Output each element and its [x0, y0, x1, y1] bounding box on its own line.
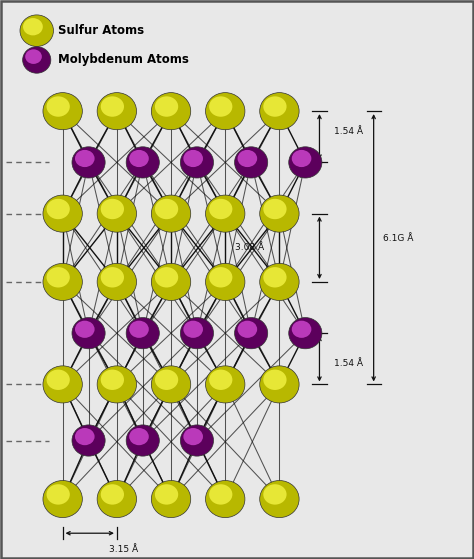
Ellipse shape — [235, 147, 268, 178]
Ellipse shape — [97, 195, 137, 232]
Ellipse shape — [75, 428, 95, 445]
Ellipse shape — [206, 481, 245, 518]
Ellipse shape — [260, 93, 299, 130]
Ellipse shape — [155, 369, 178, 390]
Ellipse shape — [100, 369, 124, 390]
Ellipse shape — [209, 484, 232, 505]
Text: 1.54 Å: 1.54 Å — [334, 359, 363, 368]
Ellipse shape — [260, 366, 299, 403]
Ellipse shape — [292, 150, 311, 167]
Ellipse shape — [181, 147, 213, 178]
Ellipse shape — [155, 199, 178, 219]
Text: 3.08 Å: 3.08 Å — [235, 243, 264, 252]
Ellipse shape — [181, 318, 213, 349]
Ellipse shape — [97, 263, 137, 301]
Ellipse shape — [126, 147, 159, 178]
Ellipse shape — [183, 150, 203, 167]
Ellipse shape — [151, 93, 191, 130]
Ellipse shape — [206, 195, 245, 232]
Ellipse shape — [100, 484, 124, 505]
Ellipse shape — [129, 428, 149, 445]
Ellipse shape — [206, 366, 245, 403]
Ellipse shape — [209, 267, 232, 287]
Ellipse shape — [126, 425, 159, 456]
Ellipse shape — [235, 318, 268, 349]
Ellipse shape — [46, 267, 70, 287]
Ellipse shape — [237, 321, 257, 338]
Text: 6.1G Å: 6.1G Å — [383, 234, 413, 243]
Ellipse shape — [183, 428, 203, 445]
Ellipse shape — [100, 267, 124, 287]
Ellipse shape — [289, 147, 322, 178]
Ellipse shape — [263, 369, 287, 390]
Ellipse shape — [292, 321, 311, 338]
Ellipse shape — [183, 321, 203, 338]
Ellipse shape — [25, 49, 42, 64]
Ellipse shape — [43, 195, 82, 232]
Ellipse shape — [181, 425, 213, 456]
Ellipse shape — [126, 318, 159, 349]
Ellipse shape — [209, 199, 232, 219]
Ellipse shape — [263, 267, 287, 287]
Ellipse shape — [260, 263, 299, 301]
Ellipse shape — [151, 481, 191, 518]
Ellipse shape — [46, 369, 70, 390]
Text: 3.15 Å: 3.15 Å — [109, 546, 138, 555]
Ellipse shape — [209, 96, 232, 117]
Ellipse shape — [97, 366, 137, 403]
Ellipse shape — [75, 150, 95, 167]
Ellipse shape — [155, 484, 178, 505]
Ellipse shape — [100, 96, 124, 117]
Ellipse shape — [46, 484, 70, 505]
Ellipse shape — [151, 195, 191, 232]
Ellipse shape — [260, 195, 299, 232]
Ellipse shape — [20, 15, 54, 46]
Ellipse shape — [46, 199, 70, 219]
Ellipse shape — [263, 484, 287, 505]
Ellipse shape — [151, 366, 191, 403]
Ellipse shape — [129, 321, 149, 338]
Ellipse shape — [23, 46, 51, 73]
Ellipse shape — [72, 318, 105, 349]
Ellipse shape — [206, 263, 245, 301]
Ellipse shape — [43, 93, 82, 130]
Ellipse shape — [237, 150, 257, 167]
Ellipse shape — [263, 96, 287, 117]
Ellipse shape — [97, 93, 137, 130]
Ellipse shape — [97, 481, 137, 518]
Ellipse shape — [100, 199, 124, 219]
Text: 1.54 Å: 1.54 Å — [334, 127, 363, 136]
Ellipse shape — [72, 425, 105, 456]
Ellipse shape — [46, 96, 70, 117]
Ellipse shape — [155, 267, 178, 287]
Ellipse shape — [43, 481, 82, 518]
Ellipse shape — [260, 481, 299, 518]
Ellipse shape — [129, 150, 149, 167]
Ellipse shape — [289, 318, 322, 349]
Ellipse shape — [209, 369, 232, 390]
Text: Sulfur Atoms: Sulfur Atoms — [58, 24, 144, 37]
Ellipse shape — [72, 147, 105, 178]
Ellipse shape — [75, 321, 95, 338]
Ellipse shape — [151, 263, 191, 301]
Ellipse shape — [263, 199, 287, 219]
Ellipse shape — [43, 366, 82, 403]
Text: Molybdenum Atoms: Molybdenum Atoms — [58, 54, 189, 67]
Ellipse shape — [23, 18, 43, 35]
Ellipse shape — [43, 263, 82, 301]
Ellipse shape — [206, 93, 245, 130]
Ellipse shape — [155, 96, 178, 117]
